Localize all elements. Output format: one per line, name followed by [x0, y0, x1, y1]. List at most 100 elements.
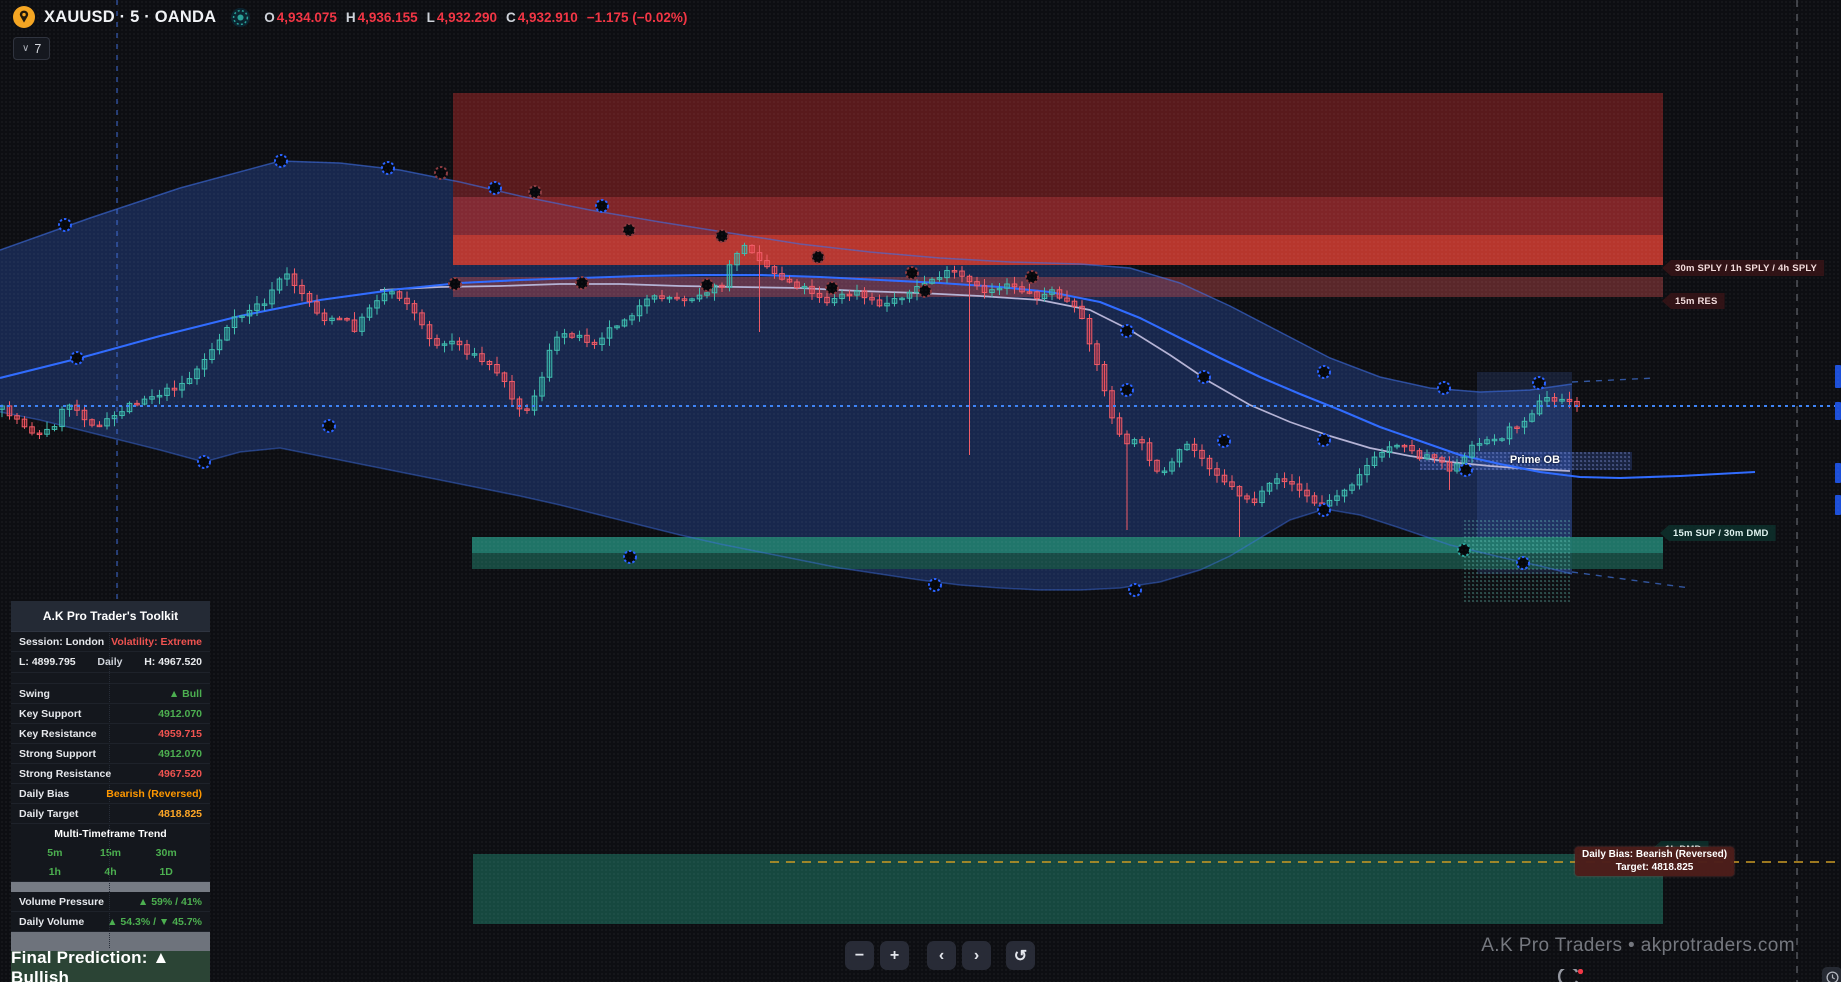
marker-circle	[918, 284, 932, 298]
demand-zone-30m	[472, 553, 1663, 569]
volatility-cloud	[0, 161, 1572, 590]
close-key: C	[505, 9, 516, 25]
low-key: L	[426, 9, 435, 25]
marker-circle	[434, 166, 448, 180]
mtf-row-2: 1h 4h 1D	[11, 862, 210, 881]
daily-bias-label: Daily Bias: Bearish (Reversed) Target: 4…	[1575, 847, 1735, 876]
marker-circle	[381, 161, 395, 175]
volume-pressure-row: Volume Pressure ▲ 59% / 41%	[11, 892, 210, 912]
marker-circle	[1317, 503, 1331, 517]
session-label: Session: London	[19, 635, 105, 648]
marker-circle	[322, 419, 336, 433]
supply-zone-30m	[453, 235, 1663, 265]
chevron-down-icon: ∨	[22, 43, 30, 54]
prime-ob-texture	[1420, 452, 1632, 470]
cloud-upper-edge	[0, 160, 1573, 393]
marker-circle	[928, 578, 942, 592]
price-label-sliver	[1835, 365, 1841, 388]
plus-icon: +	[889, 946, 900, 964]
daily-target-value: 4818.825	[158, 807, 202, 820]
marker-circle	[70, 351, 84, 365]
support-zone-tag: 15m SUP / 30m DMD	[1660, 525, 1776, 541]
toolkit-row-strong-support: Strong Support 4912.070	[11, 744, 210, 764]
key-resistance-label: Key Resistance	[19, 727, 97, 740]
marker-circle	[575, 276, 589, 290]
marker-circle	[1120, 383, 1134, 397]
swing-value: ▲ Bull	[168, 687, 202, 700]
price-label-sliver	[1835, 402, 1841, 420]
marker-circle	[1197, 370, 1211, 384]
mtf-title: Multi-Timeframe Trend	[54, 827, 167, 840]
high-key: H	[345, 9, 356, 25]
marker-circle	[1437, 381, 1451, 395]
key-support-value: 4912.070	[158, 707, 202, 720]
marker-circle	[1120, 324, 1134, 338]
price-label-sliver	[1835, 463, 1841, 483]
zoom-out-button[interactable]: −	[845, 941, 874, 970]
volume-pressure-label: Volume Pressure	[19, 895, 105, 908]
open-value: 4,934.075	[276, 9, 337, 25]
zoom-in-button[interactable]: +	[880, 941, 909, 970]
daily-bias-line: Daily Bias: Bearish (Reversed)	[1582, 849, 1728, 860]
marker-circle	[448, 277, 462, 291]
marker-circle	[1317, 365, 1331, 379]
marker-circle	[595, 199, 609, 213]
chevron-right-icon: ›	[973, 946, 980, 964]
open-key: O	[264, 9, 275, 25]
daily-target-line: Target: 4818.825	[1615, 861, 1694, 873]
panel-spacer	[11, 673, 210, 684]
toolkit-row-swing: Swing ▲ Bull	[11, 684, 210, 704]
partial-logo	[1557, 969, 1584, 982]
daily-low-value: L: 4899.795	[19, 656, 76, 668]
candlesticks[interactable]	[0, 242, 1580, 537]
marker-circle	[528, 185, 542, 199]
prime-ob-label: Prime OB	[1509, 454, 1561, 466]
low-value: 4,932.290	[436, 9, 497, 25]
line-markers	[58, 154, 1546, 597]
resistance-zone-15m	[453, 277, 1663, 297]
supply-zone-tag: 30m SPLY / 1h SPLY / 4h SPLY	[1662, 260, 1825, 276]
symbol-title[interactable]: XAUUSD · 5 · OANDA	[44, 7, 217, 26]
daily-volume-value: ▲ 54.3% / ▼ 45.7%	[107, 915, 202, 928]
final-prediction-banner: Final Prediction: ▲ Bullish	[11, 948, 210, 982]
bar-count-button[interactable]: ∨ 7	[13, 37, 51, 60]
minus-icon: −	[854, 946, 865, 964]
mtf-cell-5m: 5m	[47, 846, 63, 859]
scroll-right-button[interactable]: ›	[962, 941, 991, 970]
supply-zone-4h	[453, 93, 1663, 197]
symbol-logo-icon[interactable]	[13, 6, 35, 28]
toolkit-row-strong-resistance: Strong Resistance 4967.520	[11, 764, 210, 784]
indicator-ring-icon[interactable]	[230, 7, 251, 28]
daily-target-label: Daily Target	[19, 807, 79, 820]
marker-circle	[1128, 583, 1142, 597]
price-change: −1.175 (−0.02%)	[586, 9, 688, 25]
clock-icon[interactable]	[1822, 967, 1841, 982]
panel-divider-bar-2	[11, 932, 210, 951]
range-timeframe-label: Daily	[97, 656, 123, 668]
daily-bias-value: Bearish (Reversed)	[106, 787, 202, 800]
cloud-projection-dash	[1571, 377, 1656, 383]
marker-circle	[811, 250, 825, 264]
toolkit-row-daily-bias: Daily Bias Bearish (Reversed)	[11, 784, 210, 804]
resistance-zone-tag-label: 15m RES	[1675, 295, 1718, 307]
toolkit-row-daily-target: Daily Target 4818.825	[11, 804, 210, 824]
chart-header: XAUUSD · 5 · OANDA O 4,934.075 H 4,936.155…	[13, 4, 687, 30]
mtf-row-1: 5m 15m 30m	[11, 843, 210, 862]
mtf-cell-15m: 15m	[100, 846, 122, 859]
volume-pressure-value: ▲ 59% / 41%	[137, 895, 202, 908]
marker-circle	[905, 266, 919, 280]
key-support-label: Key Support	[19, 707, 82, 720]
scroll-left-button[interactable]: ‹	[927, 941, 956, 970]
high-value: 4,936.155	[357, 9, 418, 25]
supply-zone-tag-label: 30m SPLY / 1h SPLY / 4h SPLY	[1675, 262, 1818, 274]
supply-zone-1h	[453, 197, 1663, 235]
strong-resistance-label: Strong Resistance	[19, 767, 112, 780]
toolkit-row-key-resistance: Key Resistance 4959.715	[11, 724, 210, 744]
marker-circle	[623, 550, 637, 564]
chevron-left-icon: ‹	[938, 946, 945, 964]
daily-volume-label: Daily Volume	[19, 915, 85, 928]
reset-view-button[interactable]: ↺	[1006, 941, 1035, 970]
ma-line-lavender	[379, 283, 1571, 472]
